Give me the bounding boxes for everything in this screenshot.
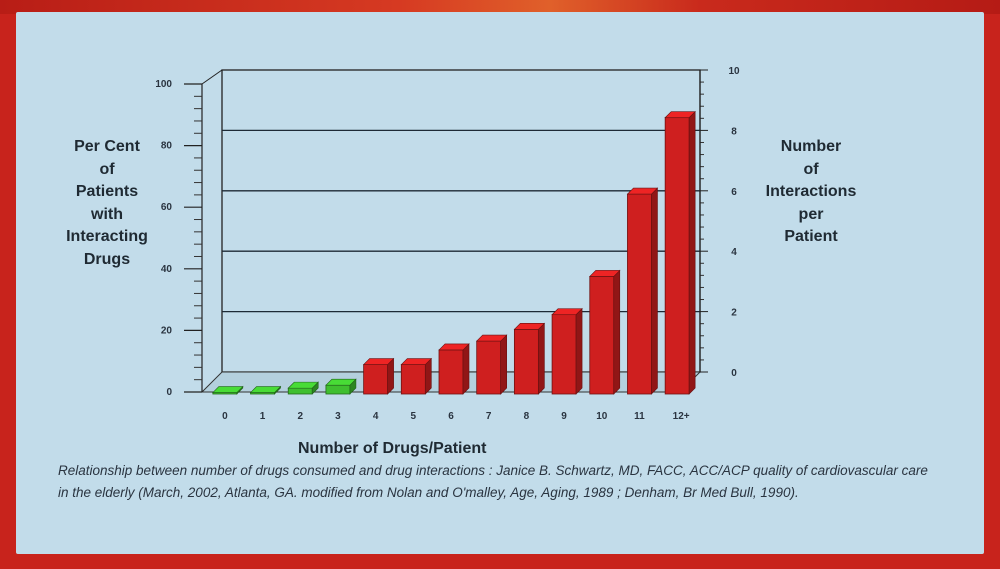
bar (551, 314, 577, 395)
x-tick-label: 4 (373, 411, 379, 422)
bar (627, 193, 652, 395)
bar-top (362, 358, 395, 365)
x-axis-label: Number of Drugs/Patient (298, 440, 487, 457)
y-axis-label-left-line: of (99, 160, 115, 178)
y-axis-label-right-line: Number (780, 138, 842, 155)
y-axis-label-left-line: Patients (75, 183, 139, 200)
bar (664, 117, 690, 395)
x-tick-label: 7 (486, 411, 492, 422)
x-tick-label: 2 (297, 411, 303, 422)
bar-top (325, 378, 357, 386)
bar-top (664, 111, 696, 118)
bar-side (688, 110, 696, 395)
y-tick-label: 0 (166, 387, 172, 398)
x-tick-label: 11 (634, 411, 645, 422)
slide-frame-top (0, 0, 1000, 14)
x-tick-label: 6 (448, 411, 454, 422)
y-axis-label-left-line: Per Cent (74, 138, 140, 155)
y2-tick-label: 4 (731, 247, 737, 258)
bar (438, 349, 464, 395)
y-axis-label-right-line: Patient (784, 228, 838, 245)
bar-side (651, 187, 658, 395)
slide-panel (16, 12, 984, 554)
y-axis-label-right-line: per (798, 205, 824, 223)
y2-tick-label: 2 (731, 308, 737, 319)
x-tick-label: 0 (222, 411, 228, 422)
x-tick-label: 5 (411, 411, 417, 422)
bar (363, 364, 389, 395)
y-axis-label-left-line: Interacting (66, 228, 148, 245)
bar (400, 364, 426, 395)
bar (476, 340, 502, 395)
y-axis-label-right: Number of Interactions per Patient (748, 136, 874, 249)
y-axis-label-right-line: Interactions (765, 183, 857, 200)
bar (513, 328, 539, 395)
y-axis-label-right-line: of (803, 160, 819, 178)
y2-tick-label: 10 (728, 66, 740, 77)
bar-top (400, 358, 433, 365)
bar-top (287, 381, 319, 389)
y-tick-label: 40 (161, 264, 173, 275)
bar-side (500, 334, 507, 395)
bar-side (613, 269, 621, 395)
y2-tick-label: 6 (731, 187, 737, 198)
y-axis-label-left-line: Drugs (83, 250, 131, 268)
x-tick-label: 8 (524, 411, 530, 422)
x-tick-label: 9 (561, 411, 567, 422)
y-tick-label: 80 (161, 141, 173, 152)
y-tick-label: 100 (155, 79, 172, 90)
bar-side (462, 343, 470, 395)
y-axis-label-left-line: with (91, 205, 123, 223)
bar (325, 384, 351, 395)
x-tick-label: 1 (260, 411, 266, 422)
y-axis-label-left: Per Cent of Patients with Interacting Drugs (52, 136, 162, 271)
x-tick-label: 12+ (673, 411, 690, 422)
bar-side (575, 307, 583, 395)
bar-top (589, 270, 621, 277)
bar-top (551, 308, 583, 315)
chart-wall-edge (201, 69, 223, 85)
bar-top (212, 386, 244, 393)
bar-top (438, 343, 470, 351)
bar-side (538, 322, 545, 395)
y-tick-label: 60 (161, 202, 173, 213)
bar-top (249, 386, 282, 393)
bar-top (626, 187, 659, 195)
bar-top (475, 334, 508, 342)
citation-caption: Relationship between number of drugs con… (58, 463, 928, 500)
x-tick-label: 10 (596, 411, 608, 422)
bar (287, 387, 313, 395)
bar-top (513, 323, 546, 330)
y-tick-label: 20 (161, 325, 173, 336)
y2-tick-label: 0 (731, 368, 737, 379)
y2-tick-label: 8 (731, 126, 737, 137)
bar (589, 275, 615, 395)
x-tick-label: 3 (335, 411, 341, 422)
